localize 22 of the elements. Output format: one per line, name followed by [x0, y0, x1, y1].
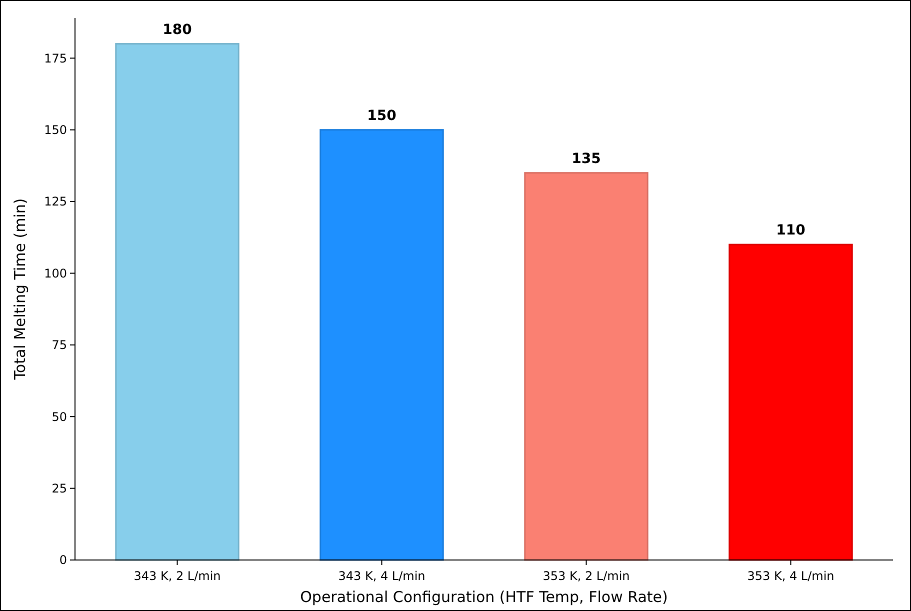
- data-label: 135: [572, 150, 601, 167]
- x-tick-label: 343 K, 2 L/min: [134, 569, 221, 583]
- y-tick-label: 125: [44, 194, 67, 209]
- data-label: 150: [367, 108, 397, 124]
- y-tick-label: 100: [44, 266, 67, 280]
- x-tick-label: 353 K, 2 L/min: [542, 569, 630, 583]
- x-axis-title: Operational Configuration (HTF Temp, Flow Rate): [300, 588, 668, 606]
- y-tick-label: 150: [44, 123, 67, 138]
- data-label: 180: [162, 22, 192, 38]
- bar: [320, 129, 444, 561]
- x-tick-label: 353 K, 4 L/min: [747, 569, 834, 583]
- y-axis-title: Total Melting Time (min): [11, 198, 29, 381]
- y-tick-label: 25: [52, 482, 67, 496]
- y-tick-label: 50: [52, 410, 67, 424]
- x-tick-label: 343 K, 4 L/min: [338, 569, 426, 583]
- y-tick-label: 75: [52, 338, 67, 352]
- bar: [728, 244, 853, 561]
- bar: [115, 43, 240, 561]
- data-label: 110: [776, 222, 806, 239]
- y-tick-label: 0: [59, 553, 67, 568]
- y-tick-label: 175: [44, 51, 67, 66]
- bar: [524, 172, 648, 561]
